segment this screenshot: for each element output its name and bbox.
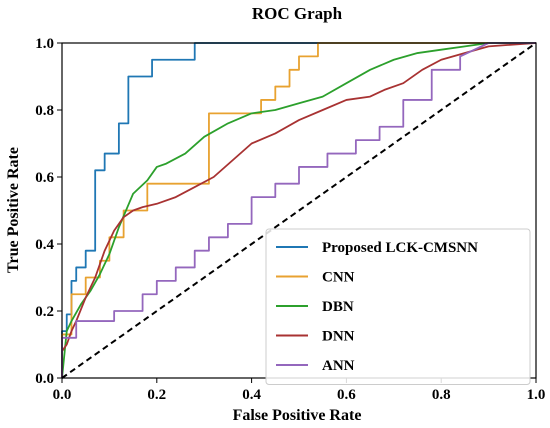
chance-line	[61, 42, 537, 379]
x-tick-label: 0.4	[242, 387, 261, 403]
y-tick-label: 1.0	[35, 36, 54, 52]
y-tick-label: 0.6	[35, 170, 54, 186]
series-line-3	[61, 42, 537, 378]
x-tick-label: 0.2	[147, 387, 166, 403]
legend-label: DNN	[322, 329, 355, 345]
axis-ticks: 0.0 0.2 0.4 0.6 0.8 1.0 0.0 0.2 0.4 0.6 0.8 1.0	[35, 36, 545, 403]
y-axis-label: True Positive Rate	[5, 147, 22, 273]
chart-title: ROC Graph	[252, 4, 343, 23]
series-line-2	[61, 42, 536, 379]
legend-label: CNN	[322, 270, 355, 286]
legend-label: Proposed LCK-CMSNN	[322, 240, 478, 256]
y-tick-label: 0.0	[35, 371, 54, 387]
legend-label: DBN	[322, 299, 354, 315]
legend-box	[265, 228, 531, 385]
x-tick-label: 0.6	[337, 387, 356, 403]
x-tick-label: 1.0	[527, 387, 546, 403]
y-tick-label: 0.4	[35, 237, 54, 253]
y-tick-label: 0.2	[35, 304, 54, 320]
series-line-4	[61, 42, 536, 378]
series-line-1	[61, 42, 536, 378]
legend: Proposed LCK-CMSNN CNN DBN DNN ANN	[265, 228, 531, 385]
x-tick-label: 0.0	[53, 387, 72, 403]
y-tick-label: 0.8	[35, 103, 54, 119]
legend-label: ANN	[322, 358, 355, 374]
roc-curves	[61, 42, 537, 379]
x-axis-label: False Positive Rate	[233, 407, 362, 424]
x-tick-label: 0.8	[432, 387, 451, 403]
